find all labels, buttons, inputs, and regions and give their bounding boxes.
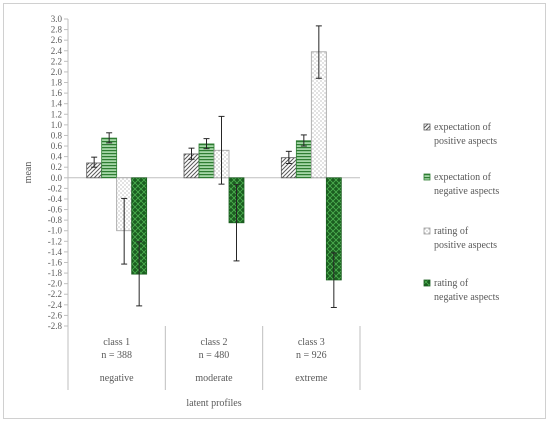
y-tick-label: 1.6: [51, 88, 63, 98]
legend-swatch-3: [423, 227, 431, 235]
y-tick-label: 0.6: [51, 141, 63, 151]
y-tick-label: 1.2: [51, 109, 62, 119]
y-tick-label: 0.4: [51, 152, 63, 162]
legend-label-line1: expectation of: [434, 172, 492, 183]
y-tick-label: -0.6: [48, 205, 63, 215]
y-tick-label: 0.0: [51, 173, 63, 183]
category-n-label: n = 926: [296, 350, 327, 361]
y-tick-label: 1.4: [51, 99, 63, 109]
bar-series-2-negative: [101, 137, 118, 179]
y-tick-label: 2.8: [51, 25, 63, 35]
legend-label-line1: expectation of: [434, 122, 492, 133]
y-tick-label: -1.0: [48, 226, 63, 236]
y-tick-label: -0.2: [48, 183, 62, 193]
category-class-label: class 1: [103, 337, 130, 348]
legend-label-line2: positive aspects: [434, 240, 497, 251]
legend-label-line2: positive aspects: [434, 136, 497, 147]
y-tick-label: -0.4: [48, 194, 63, 204]
y-tick-label: 0.2: [51, 162, 62, 172]
y-tick-label: 0.8: [51, 130, 63, 140]
y-tick-label: 1.8: [51, 78, 63, 88]
category-profile-label: extreme: [295, 373, 328, 384]
category-profile-label: negative: [100, 373, 134, 384]
chart-frame: [3, 3, 546, 419]
y-tick-label: -2.8: [48, 321, 63, 331]
y-tick-label: -2.4: [48, 300, 63, 310]
y-tick-label: -1.4: [48, 247, 63, 257]
x-axis-title: latent profiles: [186, 398, 241, 409]
category-class-label: class 2: [201, 337, 228, 348]
category-class-label: class 3: [298, 337, 325, 348]
y-tick-label: -2.2: [48, 289, 62, 299]
y-tick-label: -1.8: [48, 268, 63, 278]
category-n-label: n = 388: [101, 350, 132, 361]
y-tick-label: 2.6: [51, 35, 63, 45]
category-n-label: n = 480: [199, 350, 230, 361]
legend-label-line2: negative aspects: [434, 292, 499, 303]
y-tick-label: -1.6: [48, 257, 63, 267]
y-tick-label: 1.0: [51, 120, 63, 130]
category-profile-label: moderate: [195, 373, 233, 384]
y-tick-label: 2.2: [51, 56, 62, 66]
y-tick-label: 2.4: [51, 46, 63, 56]
legend-label-line1: rating of: [434, 278, 469, 289]
y-tick-label: 3.0: [51, 14, 63, 24]
y-tick-label: -0.8: [48, 215, 63, 225]
legend-swatch-1: [423, 123, 431, 131]
legend-swatch-4: [423, 279, 431, 287]
y-axis-title: mean: [23, 162, 34, 184]
legend-label-line2: negative aspects: [434, 186, 499, 197]
y-tick-label: -2.6: [48, 310, 63, 320]
legend-label-line1: rating of: [434, 226, 469, 237]
y-tick-label: -2.0: [48, 279, 63, 289]
y-tick-label: -1.2: [48, 236, 62, 246]
y-tick-label: 2.0: [51, 67, 63, 77]
legend-swatch-2: [423, 173, 431, 181]
